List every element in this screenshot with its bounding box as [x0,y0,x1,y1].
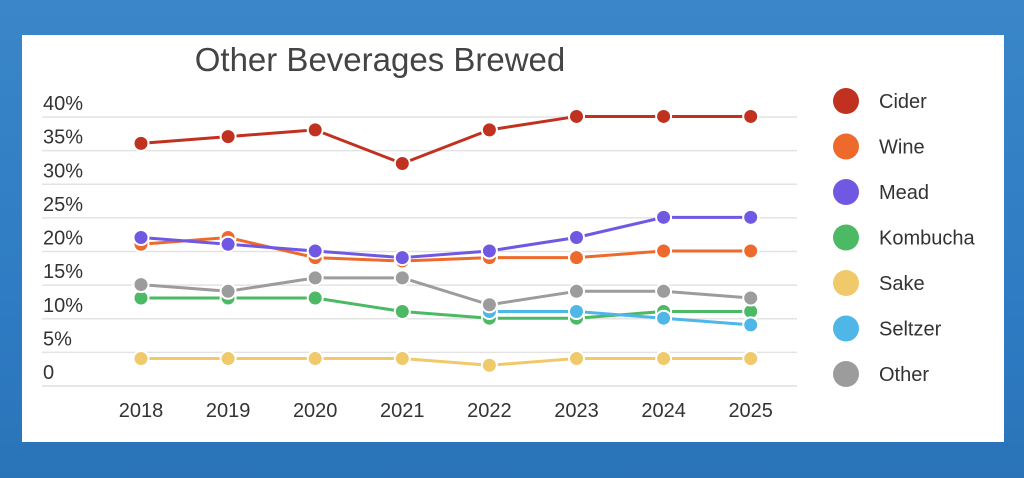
series-cider [132,107,760,173]
series-layer [132,107,760,374]
legend-label-wine: Wine [879,137,925,159]
legend-label-seltzer: Seltzer [879,319,942,341]
series-sake [132,350,760,374]
legend-item-seltzer[interactable]: Seltzer [833,315,942,342]
legend-item-kombucha[interactable]: Kombucha [833,224,975,251]
series-mead [132,208,760,267]
legend-marker-mead [833,179,859,205]
series-other [132,269,760,314]
x-tick-label: 2024 [641,400,686,422]
data-point-sake[interactable] [306,350,324,368]
x-tick-label: 2021 [380,400,425,422]
data-point-mead[interactable] [393,249,411,267]
y-tick-label: 30% [43,160,83,182]
chart-title: Other Beverages Brewed [195,41,566,78]
legend-marker-cider [833,88,859,114]
legend-marker-other [833,361,859,387]
data-point-mead[interactable] [568,229,585,246]
data-point-sake[interactable] [655,350,673,368]
data-point-wine[interactable] [655,242,673,260]
legend-marker-sake [833,270,859,296]
data-point-mead[interactable] [480,242,498,260]
series-line-seltzer [489,309,751,327]
legend-label-mead: Mead [879,182,929,204]
data-point-mead[interactable] [219,235,237,253]
y-axis-ticks: 0 5% 10% 15% 20% 25% 30% 35% 40% [43,93,83,384]
data-point-cider[interactable] [393,155,411,173]
data-point-other[interactable] [480,296,498,314]
x-tick-label: 2020 [293,400,338,422]
series-line-kombucha [141,296,751,320]
legend-label-cider: Cider [879,91,927,113]
data-point-cider[interactable] [306,121,324,139]
y-tick-label: 25% [43,194,83,216]
y-tick-label: 35% [43,127,83,149]
data-point-cider[interactable] [132,134,150,152]
data-point-cider[interactable] [219,128,237,146]
data-point-other[interactable] [306,269,324,287]
legend-item-mead[interactable]: Mead [833,179,929,205]
data-point-other[interactable] [393,269,411,287]
data-point-mead[interactable] [132,229,150,246]
data-point-sake[interactable] [568,350,585,368]
series-line-cider [140,114,751,166]
y-tick-label: 0 [43,362,54,384]
data-point-seltzer[interactable] [742,316,760,334]
data-point-sake[interactable] [742,350,760,368]
data-point-mead[interactable] [655,208,673,226]
data-point-sake[interactable] [132,350,150,368]
series-line-mead [140,215,751,260]
x-tick-label: 2025 [728,400,773,422]
data-point-wine[interactable] [742,242,760,260]
data-point-other[interactable] [132,276,150,294]
legend-item-cider[interactable]: Cider [833,88,927,114]
data-point-mead[interactable] [742,208,760,226]
x-tick-label: 2018 [119,400,164,422]
legend-label-kombucha: Kombucha [879,228,975,250]
series-line-other [140,276,751,307]
y-tick-label: 5% [43,328,72,350]
data-point-sake[interactable] [219,350,237,368]
data-point-wine[interactable] [568,249,585,267]
series-line-wine [140,236,751,263]
data-point-mead[interactable] [306,242,324,260]
legend-label-sake: Sake [879,273,925,295]
data-point-cider[interactable] [568,107,585,125]
line-chart: Other Beverages Brewed 0 5% 10% 15% 20% 25% 30… [42,41,975,422]
data-point-sake[interactable] [480,356,498,374]
legend-marker-kombucha [833,224,859,251]
data-point-cider[interactable] [480,121,498,139]
data-point-kombucha[interactable] [393,302,411,320]
legend-item-other[interactable]: Other [833,361,929,387]
data-point-other[interactable] [219,282,237,300]
x-tick-label: 2019 [206,400,251,422]
data-point-kombucha[interactable] [306,289,324,307]
legend-label-other: Other [879,364,929,386]
legend-item-sake[interactable]: Sake [833,270,925,296]
y-tick-label: 15% [43,261,83,283]
chart-card: Other Beverages Brewed 0 5% 10% 15% 20% 25% 30… [22,35,1004,442]
grid-lines [42,116,797,387]
legend: Cider Wine Mead Kombucha Sake Seltzer Other [833,88,975,387]
y-tick-label: 10% [43,295,83,317]
data-point-cider[interactable] [742,107,760,125]
data-point-other[interactable] [742,289,760,307]
data-point-other[interactable] [568,282,585,300]
y-tick-label: 20% [43,228,83,250]
legend-marker-wine [833,133,859,160]
legend-marker-seltzer [833,315,859,342]
data-point-sake[interactable] [393,350,411,368]
x-tick-label: 2022 [467,400,512,422]
legend-item-wine[interactable]: Wine [833,133,925,160]
data-point-seltzer[interactable] [568,302,585,320]
data-point-other[interactable] [655,282,673,300]
x-axis-ticks: 2018 2019 2020 2021 2022 2023 2024 2025 [119,400,773,422]
data-point-cider[interactable] [655,107,673,125]
x-tick-label: 2023 [554,400,599,422]
series-line-sake [141,357,751,367]
y-tick-label: 40% [43,93,83,115]
data-point-seltzer[interactable] [655,309,673,327]
